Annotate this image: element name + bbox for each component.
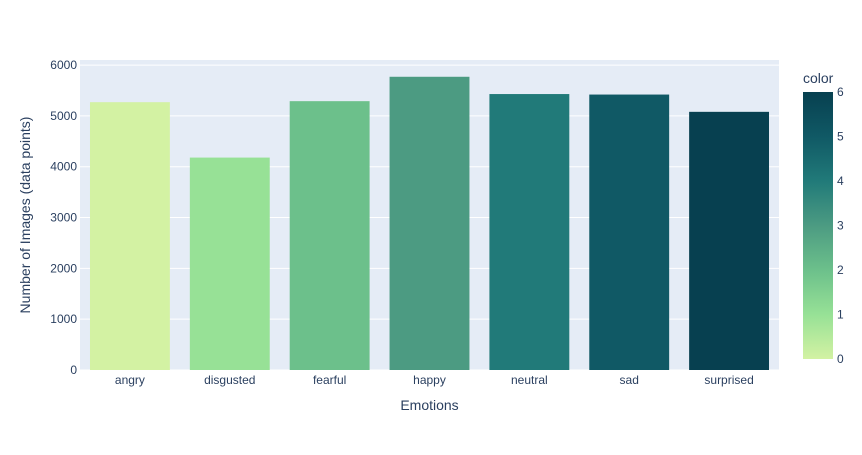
x-tick-label: surprised — [704, 373, 753, 387]
x-tick-label: happy — [413, 373, 446, 387]
x-axis-ticks: angry disgusted fearful happy neutral sad surp… — [115, 373, 754, 387]
colorbar-title: color — [803, 70, 834, 86]
bar-happy[interactable] — [389, 76, 470, 370]
colorbar-tick-label: 5 — [837, 130, 844, 144]
x-tick-label: disgusted — [204, 373, 255, 387]
bar-fearful[interactable] — [289, 101, 370, 370]
x-tick-label: neutral — [511, 373, 548, 387]
y-tick-label: 1000 — [50, 312, 77, 326]
x-tick-label: sad — [620, 373, 639, 387]
x-tick-label: angry — [115, 373, 145, 387]
colorbar-gradient — [803, 92, 833, 359]
y-tick-label: 4000 — [50, 160, 77, 174]
colorbar-tick-label: 0 — [837, 352, 844, 366]
bar-angry[interactable] — [89, 102, 170, 370]
colorbar-tick-label: 3 — [837, 219, 844, 233]
y-tick-label: 0 — [70, 363, 77, 377]
colorbar-tick-label: 2 — [837, 263, 844, 277]
y-tick-label: 2000 — [50, 261, 77, 275]
bars — [89, 76, 770, 371]
colorbar-tick-label: 1 — [837, 308, 844, 322]
bar-neutral[interactable] — [489, 94, 570, 370]
y-tick-label: 3000 — [50, 211, 77, 225]
bar-surprised[interactable] — [689, 111, 770, 371]
y-axis-title: Number of Images (data points) — [17, 117, 33, 314]
bar-disgusted[interactable] — [189, 157, 270, 370]
x-axis-title: Emotions — [400, 397, 458, 413]
bar-sad[interactable] — [589, 94, 670, 371]
colorbar-tick-label: 6 — [837, 85, 844, 99]
colorbar-tick-label: 4 — [837, 174, 844, 188]
y-axis-ticks: 0 1000 2000 3000 4000 5000 6000 — [50, 58, 77, 377]
y-tick-label: 5000 — [50, 109, 77, 123]
y-tick-label: 6000 — [50, 58, 77, 72]
colorbar: color 0 1 2 3 4 5 6 — [803, 70, 844, 366]
x-tick-label: fearful — [313, 373, 346, 387]
